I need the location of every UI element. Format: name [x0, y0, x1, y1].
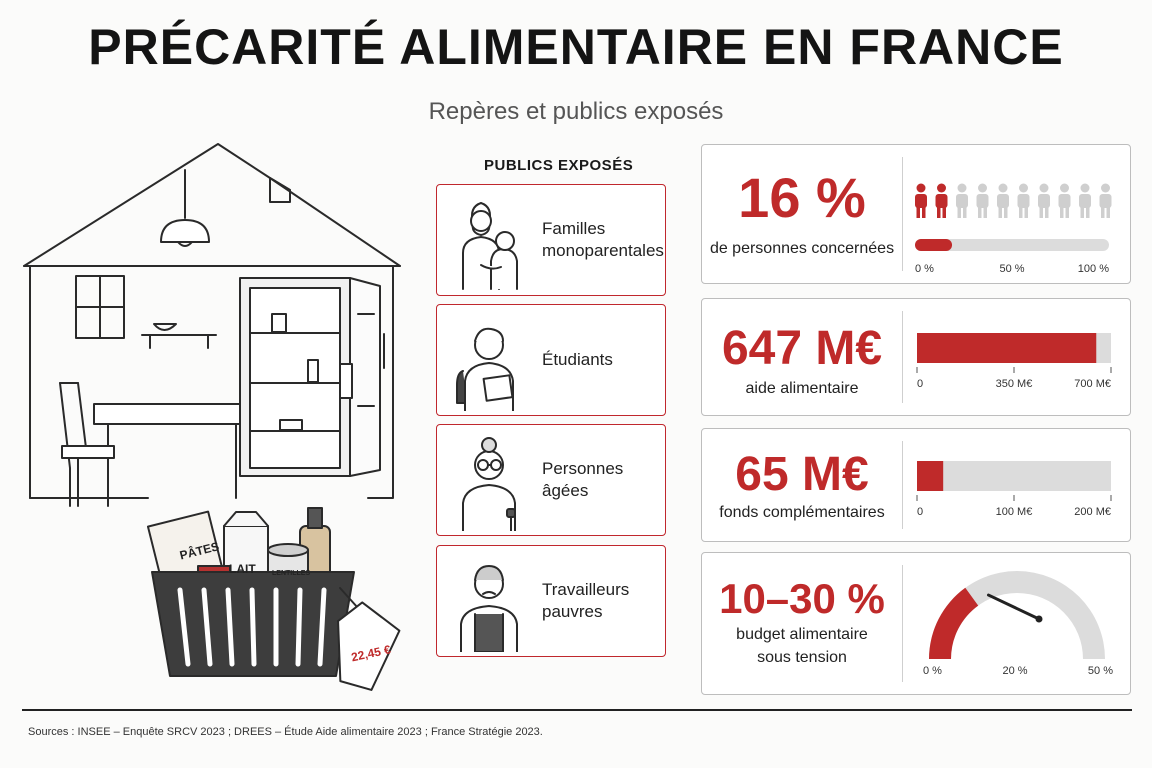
lentils-label: LENTILLES: [272, 570, 310, 577]
stat-divider: [902, 157, 903, 271]
stat-description-line1: budget alimentaire: [736, 626, 868, 643]
person-icon: [1017, 183, 1030, 218]
bar-fill: [917, 333, 1097, 363]
stat-divider: [902, 565, 903, 682]
gauge-range: [929, 587, 979, 659]
food-budget-gauge: 0 % 20 % 50 %: [923, 571, 1113, 677]
lamp-icon: [160, 169, 210, 247]
food-aid-bar: 0 350 M€ 700 M€: [916, 333, 1112, 390]
public-label-line1: Familles: [542, 219, 606, 238]
public-label: Travailleurs pauvres: [542, 546, 629, 656]
public-label-line2: monoparentales: [542, 241, 664, 260]
public-label: Familles monoparentales: [542, 185, 664, 295]
kitchen-illustration: PÂTES LAIT LENTILLES 22,45 €: [23, 143, 401, 691]
stat-value: 16 %: [738, 166, 866, 229]
people-proportion-chart: 0 % 50 % 100 %: [915, 183, 1112, 275]
public-label-line1: Travailleurs: [542, 580, 630, 599]
stat-description: aide alimentaire: [745, 380, 859, 397]
tick-label: 50 %: [1088, 665, 1113, 677]
stat-description: budget alimentaire sous tension: [702, 623, 902, 669]
tick-label: 0 %: [923, 665, 942, 677]
public-card-students: Étudiants: [436, 304, 666, 416]
person-icon: [935, 183, 948, 218]
public-label: Étudiants: [542, 305, 613, 415]
bar-track: [917, 461, 1111, 491]
tick-label: 350 M€: [996, 378, 1033, 390]
stat-value: 10–30 %: [719, 575, 885, 622]
stat-value: 647 M€: [721, 322, 883, 375]
public-label-line2: pauvres: [542, 602, 603, 621]
publics-heading: PUBLICS EXPOSÉS: [484, 157, 634, 174]
stat-card-affected-people: 16 % de personnes concernées 0 % 50 % 100 …: [701, 144, 1131, 284]
tick-label: 100 M€: [996, 506, 1033, 518]
stat-card-food-budget: 10–30 % budget alimentaire sous tension 0…: [701, 552, 1131, 695]
bar-track: [915, 239, 1109, 251]
price-tag-icon: [337, 587, 401, 691]
bar-fill: [917, 461, 944, 491]
tick-label: 0: [917, 506, 923, 518]
public-label-line2: âgées: [542, 481, 589, 500]
person-icon: [1079, 183, 1091, 218]
tick-label: 100 %: [1078, 263, 1109, 275]
tick-label: 0 %: [915, 263, 934, 275]
stat-divider: [902, 311, 903, 403]
person-icon: [1058, 183, 1071, 218]
public-label-line1: Personnes: [542, 459, 624, 478]
page-subtitle: Repères et publics exposés: [428, 98, 724, 125]
bar-fill: [915, 239, 953, 251]
page-title: PRÉCARITÉ ALIMENTAIRE EN FRANCE: [88, 19, 1064, 75]
tick-label: 20 %: [1002, 665, 1027, 677]
person-icon: [1038, 183, 1050, 218]
public-card-workers: Travailleurs pauvres: [436, 545, 666, 657]
stat-card-food-aid: 647 M€ aide alimentaire 0 350 M€ 700 M€: [701, 298, 1131, 416]
person-icon: [956, 183, 968, 218]
elderly-person-icon: [462, 437, 516, 531]
stat-value: 65 M€: [735, 448, 869, 501]
tick-label: 700 M€: [1074, 378, 1111, 390]
stat-description-line2: sous tension: [757, 649, 847, 666]
tick-label: 50 %: [999, 263, 1024, 275]
person-icon: [1099, 183, 1112, 218]
worker-icon: [460, 565, 518, 652]
sources-note: Sources : INSEE – Enquête SRCV 2023 ; DR…: [28, 726, 543, 738]
complementary-funds-bar: 0 100 M€ 200 M€: [916, 461, 1112, 518]
house-outline: [23, 143, 401, 267]
stat-divider: [902, 441, 903, 529]
stat-card-complementary-funds: 65 M€ fonds complémentaires 0 100 M€ 200 M…: [701, 428, 1131, 542]
stat-description: de personnes concernées: [709, 240, 895, 257]
chair-icon: [59, 382, 115, 507]
fridge-icon: [239, 277, 385, 477]
person-icon: [915, 183, 927, 218]
milk-label: LAIT: [229, 562, 256, 576]
table-icon: [93, 403, 251, 499]
person-icon: [997, 183, 1009, 218]
person-icon: [976, 183, 989, 218]
tick-label: 0: [917, 378, 923, 390]
gauge-needle: [986, 593, 1041, 621]
public-card-elderly: Personnes âgées: [436, 424, 666, 536]
gauge-needle-tip: [1035, 615, 1043, 623]
public-card-single-parents: Familles monoparentales: [436, 184, 666, 296]
student-icon: [456, 327, 514, 411]
public-label: Personnes âgées: [542, 425, 623, 535]
public-label-line1: Étudiants: [542, 350, 613, 369]
gauge-track: [929, 571, 1105, 659]
single-parent-family-icon: [462, 202, 518, 290]
stat-description: fonds complémentaires: [719, 504, 885, 521]
tick-label: 200 M€: [1074, 506, 1111, 518]
grocery-basket-icon: [146, 507, 355, 677]
footer-rule: [22, 709, 1132, 711]
